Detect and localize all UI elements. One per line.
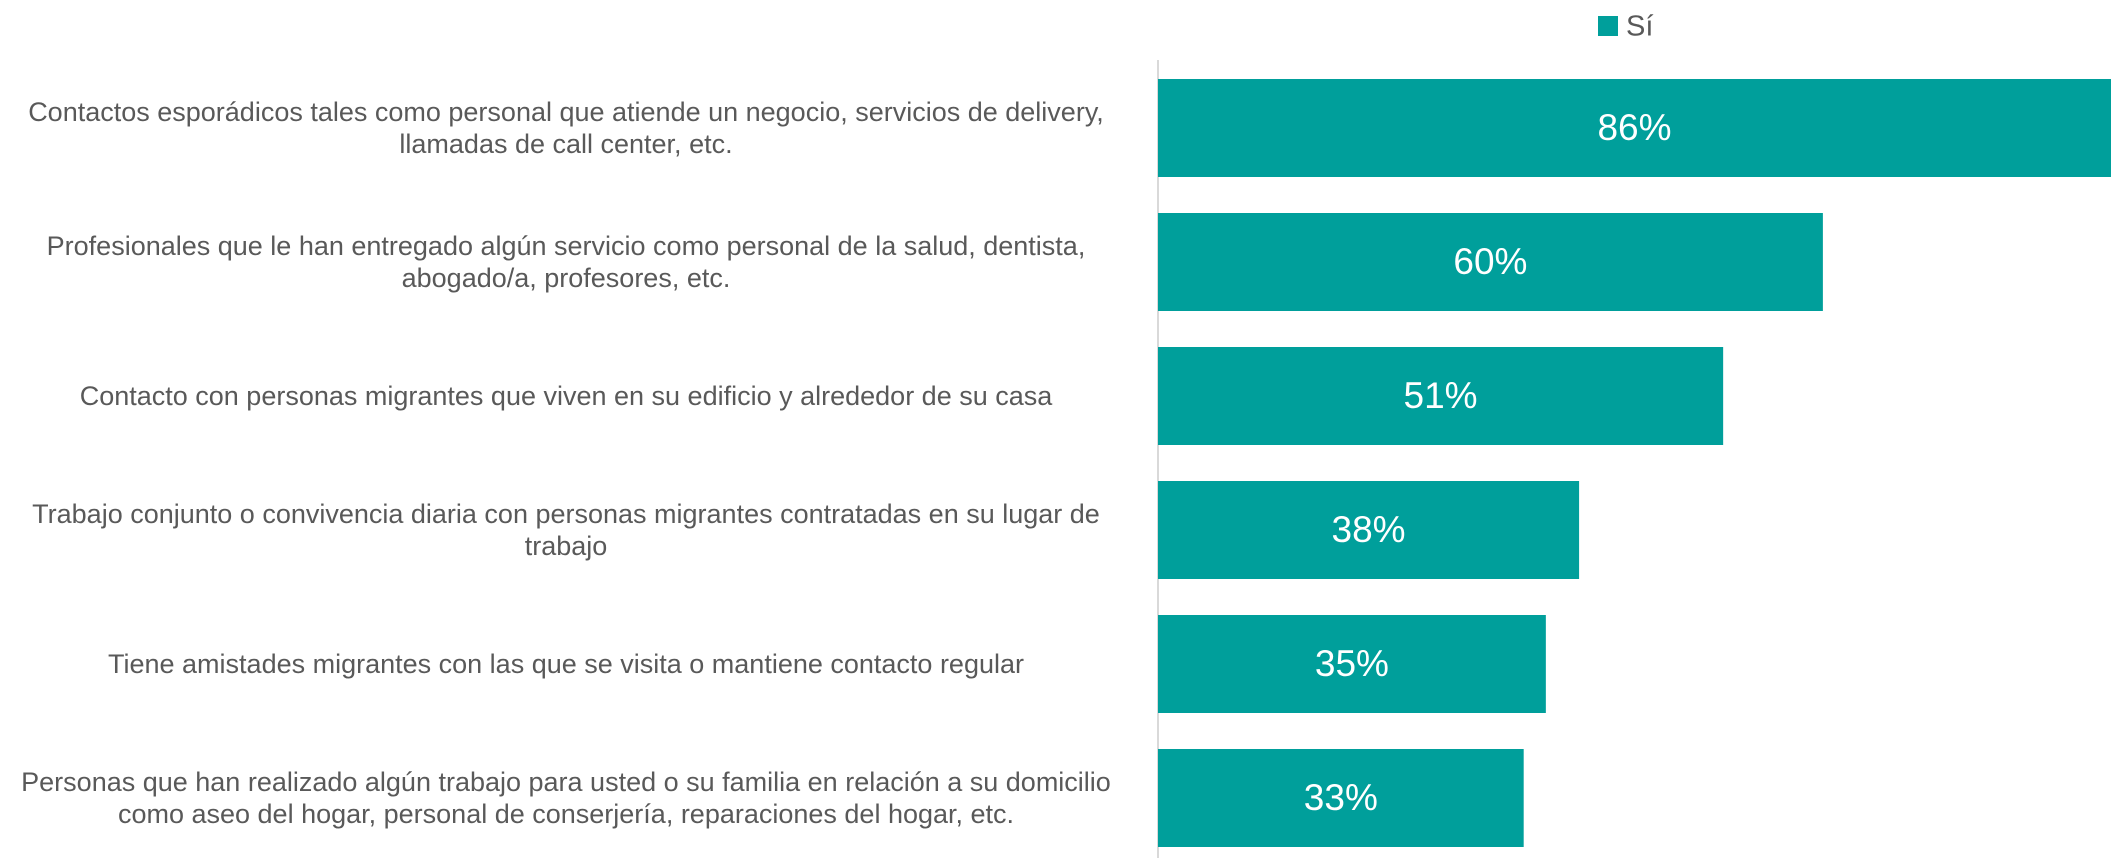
legend-label: Sí [1626, 11, 1653, 43]
bar [1158, 79, 2111, 177]
bar [1158, 615, 1546, 713]
data-label: 35% [1315, 643, 1389, 684]
bar [1158, 749, 1524, 847]
legend-swatch [1598, 16, 1618, 36]
category-label: Contacto con personas migrantes que vive… [79, 381, 1053, 411]
bar [1158, 347, 1724, 445]
category-label: Tiene amistades migrantes con las que se… [108, 649, 1024, 679]
category-label: Contactos esporádicos tales como persona… [28, 97, 1104, 159]
category-label: Trabajo conjunto o convivencia diaria co… [32, 499, 1100, 561]
data-label: 38% [1332, 509, 1406, 550]
bar [1158, 213, 1823, 311]
data-label: 33% [1304, 777, 1378, 818]
data-label: 60% [1453, 241, 1527, 282]
category-label: Profesionales que le han entregado algún… [46, 231, 1086, 293]
data-label: 51% [1404, 375, 1478, 416]
data-label: 86% [1597, 107, 1671, 148]
category-label: Personas que han realizado algún trabajo… [21, 767, 1111, 829]
bar [1158, 481, 1580, 579]
